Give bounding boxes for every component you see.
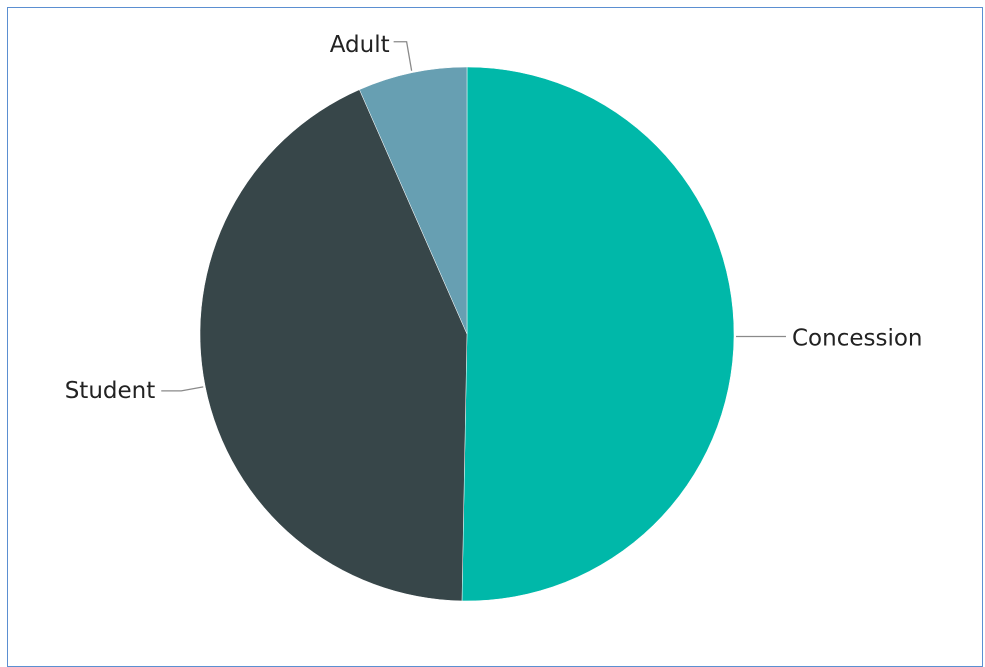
leader-line-student <box>161 386 204 392</box>
slice-label-student: Student <box>65 378 156 404</box>
pie-slices <box>199 66 735 602</box>
pie-slice-student[interactable] <box>199 89 468 602</box>
slice-labels: Concession Student Adult <box>65 32 923 404</box>
leader-lines <box>161 41 786 392</box>
slice-label-concession: Concession <box>792 326 923 352</box>
slice-label-adult: Adult <box>330 32 390 58</box>
pie-slice-adult[interactable] <box>359 66 468 335</box>
leader-line-adult <box>393 41 413 71</box>
pie-slice-concession[interactable] <box>461 66 735 602</box>
pie-chart: Concession Student Adult <box>65 32 923 602</box>
